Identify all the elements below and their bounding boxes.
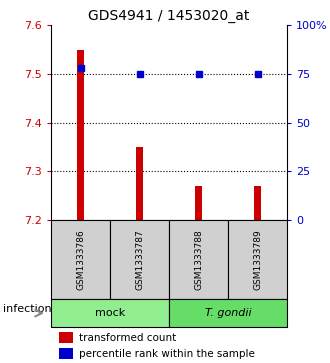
Title: GDS4941 / 1453020_at: GDS4941 / 1453020_at (88, 9, 250, 23)
Bar (169, 299, 287, 327)
Bar (136, 147, 143, 220)
Bar (254, 185, 261, 220)
Bar (51, 299, 169, 327)
Text: GSM1333789: GSM1333789 (253, 229, 262, 290)
Text: percentile rank within the sample: percentile rank within the sample (79, 349, 255, 359)
Text: GSM1333786: GSM1333786 (76, 229, 85, 290)
Bar (77, 50, 84, 220)
Bar (228, 220, 287, 299)
Text: GSM1333788: GSM1333788 (194, 229, 203, 290)
Bar (169, 220, 228, 299)
Bar (59, 332, 73, 343)
Bar (59, 348, 73, 359)
Bar (110, 220, 169, 299)
Text: transformed count: transformed count (79, 333, 177, 343)
Text: mock: mock (95, 308, 125, 318)
Text: GSM1333787: GSM1333787 (135, 229, 144, 290)
Text: T. gondii: T. gondii (205, 308, 251, 318)
Text: infection: infection (3, 304, 51, 314)
Bar (195, 185, 202, 220)
Bar (51, 220, 110, 299)
